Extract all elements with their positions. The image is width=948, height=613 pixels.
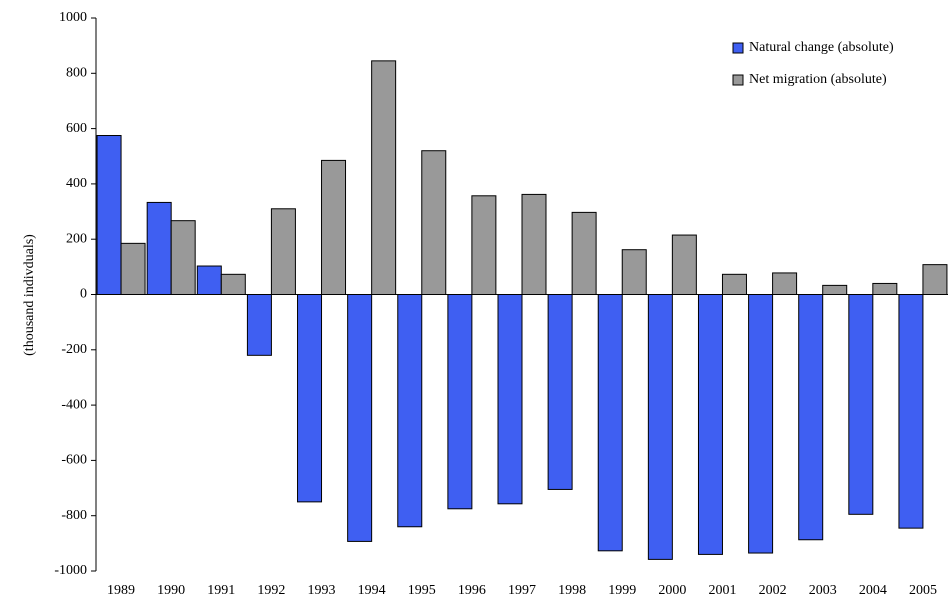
x-tick-label: 1992	[257, 583, 285, 598]
y-tick-label: 600	[66, 121, 87, 136]
bar	[848, 294, 874, 515]
x-tick-label: 1990	[157, 583, 185, 598]
x-tick-label: 1991	[207, 583, 235, 598]
bar	[170, 220, 196, 295]
x-tick-label: 1989	[107, 583, 135, 598]
bar	[321, 159, 347, 295]
y-tick-label: -800	[61, 508, 87, 523]
bar	[397, 294, 423, 528]
y-tick-label: 1000	[59, 10, 87, 25]
x-tick-label: 1999	[608, 583, 636, 598]
bar	[547, 294, 573, 490]
y-axis-label: (thousand indivduals)	[22, 234, 37, 356]
x-tick-label: 1997	[508, 583, 536, 598]
legend-swatch	[732, 42, 744, 54]
x-tick-label: 2000	[658, 583, 686, 598]
bar	[597, 294, 623, 552]
bar	[347, 294, 373, 542]
bar	[671, 234, 697, 296]
bar	[621, 249, 647, 295]
y-tick-label: -600	[61, 453, 87, 468]
bar	[447, 294, 473, 510]
y-tick-label: -1000	[54, 563, 87, 578]
legend-label: Net migration (absolute)	[749, 72, 887, 87]
x-tick-label: 2004	[859, 583, 887, 598]
x-tick-label: 1994	[358, 583, 386, 598]
bar	[798, 294, 824, 541]
bar	[246, 294, 272, 356]
bar	[96, 135, 122, 295]
bar	[521, 193, 547, 295]
x-tick-label: 1995	[408, 583, 436, 598]
x-tick-label: 1998	[558, 583, 586, 598]
y-tick-label: 400	[66, 176, 87, 191]
y-tick-label: -200	[61, 342, 87, 357]
legend-swatch	[732, 74, 744, 86]
bar	[721, 273, 747, 295]
bar	[371, 60, 397, 295]
x-tick-label: 1996	[458, 583, 486, 598]
y-tick-label: 200	[66, 231, 87, 246]
x-tick-label: 2002	[759, 583, 787, 598]
x-tick-label: 1993	[308, 583, 336, 598]
y-tick-label: 0	[80, 287, 87, 302]
bar	[120, 242, 146, 296]
bar	[647, 294, 673, 560]
bar	[898, 294, 924, 529]
x-tick-label: 2005	[909, 583, 937, 598]
bar	[421, 150, 447, 295]
bar	[196, 265, 222, 296]
bar	[220, 273, 246, 295]
bar	[297, 294, 323, 503]
legend-label: Natural change (absolute)	[749, 40, 894, 55]
x-tick-label: 2001	[708, 583, 736, 598]
bar	[922, 264, 948, 295]
bar	[146, 201, 172, 296]
bar	[497, 294, 523, 505]
bar	[872, 282, 898, 296]
y-tick-label: -400	[61, 397, 87, 412]
bar	[571, 211, 597, 295]
bar	[748, 294, 774, 554]
x-tick-label: 2003	[809, 583, 837, 598]
bar	[471, 195, 497, 296]
bar	[772, 272, 798, 296]
y-tick-label: 800	[66, 66, 87, 81]
bar	[697, 294, 723, 555]
bar	[270, 208, 296, 295]
bar	[822, 284, 848, 295]
